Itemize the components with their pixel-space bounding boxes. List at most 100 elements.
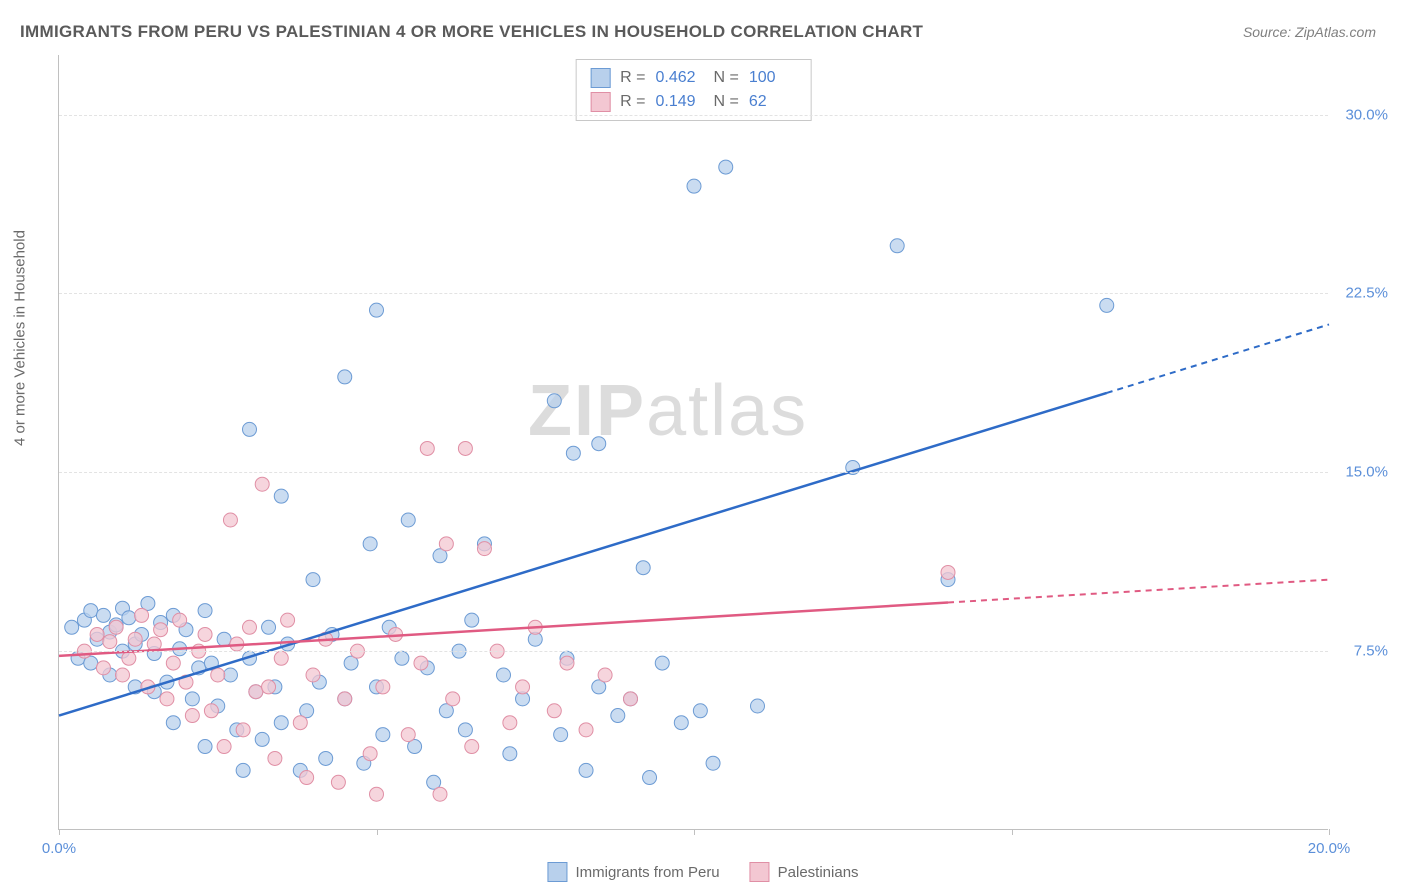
r-value-peru: 0.462 xyxy=(656,69,704,87)
x-tick-label: 20.0% xyxy=(1308,840,1351,857)
scatter-point xyxy=(160,692,174,706)
stats-legend-box: R = 0.462 N = 100 R = 0.149 N = 62 xyxy=(575,59,812,121)
r-value-palestinians: 0.149 xyxy=(656,93,704,111)
scatter-point xyxy=(420,441,434,455)
scatter-point xyxy=(579,763,593,777)
y-axis-label: 4 or more Vehicles in Household xyxy=(12,230,29,446)
legend-label-palestinians: Palestinians xyxy=(778,864,859,881)
scatter-point xyxy=(116,668,130,682)
scatter-point xyxy=(465,740,479,754)
scatter-point xyxy=(636,561,650,575)
scatter-point xyxy=(643,771,657,785)
r-label: R = xyxy=(620,69,645,87)
regression-line-dashed xyxy=(948,580,1329,603)
x-tick-label: 0.0% xyxy=(42,840,76,857)
scatter-point xyxy=(1100,298,1114,312)
n-value-palestinians: 62 xyxy=(749,93,797,111)
scatter-point xyxy=(433,787,447,801)
scatter-point xyxy=(674,716,688,730)
scatter-point xyxy=(338,370,352,384)
scatter-point xyxy=(223,513,237,527)
scatter-point xyxy=(90,627,104,641)
swatch-palestinians xyxy=(590,92,610,112)
scatter-point xyxy=(274,716,288,730)
plot-area: ZIPatlas R = 0.462 N = 100 R = 0.149 N =… xyxy=(58,55,1328,830)
n-label: N = xyxy=(714,69,739,87)
scatter-point xyxy=(198,604,212,618)
scatter-point xyxy=(446,692,460,706)
scatter-point xyxy=(198,740,212,754)
scatter-point xyxy=(465,613,479,627)
legend-item-palestinians: Palestinians xyxy=(750,862,859,882)
x-tick xyxy=(377,829,378,835)
scatter-point xyxy=(458,441,472,455)
scatter-point xyxy=(243,422,257,436)
scatter-point xyxy=(173,613,187,627)
scatter-point xyxy=(516,680,530,694)
scatter-point xyxy=(274,489,288,503)
scatter-point xyxy=(363,747,377,761)
scatter-point xyxy=(706,756,720,770)
r-label: R = xyxy=(620,93,645,111)
x-tick xyxy=(694,829,695,835)
scatter-point xyxy=(243,620,257,634)
scatter-point xyxy=(458,723,472,737)
scatter-point xyxy=(655,656,669,670)
scatter-point xyxy=(376,728,390,742)
stats-row-palestinians: R = 0.149 N = 62 xyxy=(590,90,797,114)
scatter-point xyxy=(401,728,415,742)
scatter-point xyxy=(211,668,225,682)
legend-label-peru: Immigrants from Peru xyxy=(575,864,719,881)
scatter-point xyxy=(687,179,701,193)
scatter-point xyxy=(103,635,117,649)
scatter-point xyxy=(122,611,136,625)
scatter-point xyxy=(166,716,180,730)
scatter-point xyxy=(274,651,288,665)
scatter-point xyxy=(611,709,625,723)
scatter-point xyxy=(370,787,384,801)
scatter-point xyxy=(579,723,593,737)
legend-swatch-palestinians xyxy=(750,862,770,882)
scatter-point xyxy=(306,573,320,587)
gridline-h xyxy=(59,651,1328,652)
scatter-point xyxy=(414,656,428,670)
scatter-point xyxy=(598,668,612,682)
scatter-point xyxy=(65,620,79,634)
scatter-point xyxy=(370,303,384,317)
scatter-point xyxy=(154,623,168,637)
y-tick-label: 7.5% xyxy=(1354,643,1388,660)
scatter-point xyxy=(503,747,517,761)
scatter-point xyxy=(503,716,517,730)
scatter-point xyxy=(693,704,707,718)
scatter-point xyxy=(331,775,345,789)
scatter-point xyxy=(751,699,765,713)
gridline-h xyxy=(59,293,1328,294)
scatter-point xyxy=(135,608,149,622)
scatter-point xyxy=(547,704,561,718)
scatter-point xyxy=(306,668,320,682)
scatter-point xyxy=(401,513,415,527)
scatter-point xyxy=(439,537,453,551)
x-tick xyxy=(1329,829,1330,835)
scatter-point xyxy=(96,661,110,675)
chart-title: IMMIGRANTS FROM PERU VS PALESTINIAN 4 OR… xyxy=(20,22,923,42)
gridline-h xyxy=(59,115,1328,116)
scatter-point xyxy=(319,751,333,765)
chart-svg xyxy=(59,55,1328,829)
scatter-point xyxy=(204,704,218,718)
source-attribution: Source: ZipAtlas.com xyxy=(1243,24,1376,40)
scatter-point xyxy=(96,608,110,622)
y-tick-label: 15.0% xyxy=(1345,464,1388,481)
swatch-peru xyxy=(590,68,610,88)
scatter-point xyxy=(185,692,199,706)
scatter-point xyxy=(236,763,250,777)
scatter-point xyxy=(255,732,269,746)
scatter-point xyxy=(262,680,276,694)
scatter-point xyxy=(268,751,282,765)
scatter-point xyxy=(941,565,955,579)
legend-item-peru: Immigrants from Peru xyxy=(547,862,719,882)
scatter-point xyxy=(363,537,377,551)
gridline-h xyxy=(59,472,1328,473)
scatter-point xyxy=(217,632,231,646)
scatter-point xyxy=(477,542,491,556)
